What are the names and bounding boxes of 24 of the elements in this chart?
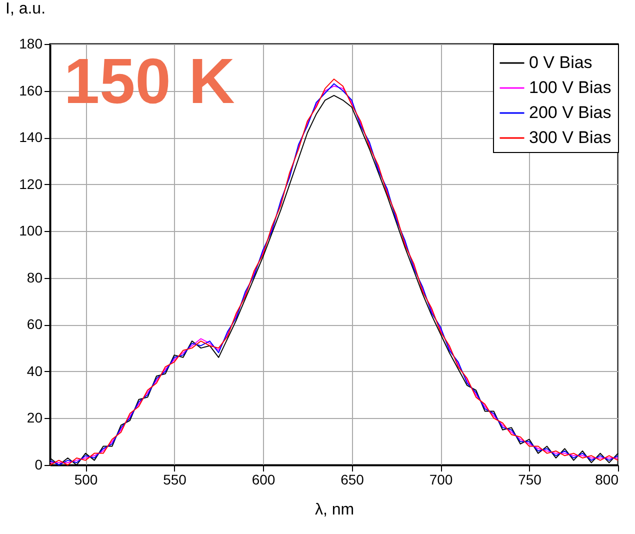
y-tick-label: 160 xyxy=(19,82,43,98)
y-tick-label: 100 xyxy=(19,222,43,239)
legend-label: 0 V Bias xyxy=(529,53,592,72)
y-axis-title: I, a.u. xyxy=(6,0,46,18)
y-tick-label: 60 xyxy=(26,316,43,332)
x-tick-label: 700 xyxy=(429,472,453,488)
y-tick-label: 120 xyxy=(19,176,43,192)
x-tick-label: 500 xyxy=(74,472,98,488)
x-tick-label: 600 xyxy=(252,472,276,488)
y-tick-label: 140 xyxy=(19,129,43,146)
y-tick-label: 40 xyxy=(26,362,43,379)
x-tick-label: 750 xyxy=(518,472,542,488)
y-tick-label: 80 xyxy=(26,269,43,286)
x-tick-label: 800 xyxy=(595,472,619,488)
annotation: 150 K xyxy=(64,45,235,117)
x-axis-title: λ, nm xyxy=(314,502,354,518)
y-tick-label: 0 xyxy=(34,456,43,472)
legend-label: 100 V Bias xyxy=(529,78,612,97)
y-tick-label: 20 xyxy=(26,410,43,426)
legend-label: 200 V Bias xyxy=(529,103,612,122)
x-tick-label: 650 xyxy=(340,472,364,488)
legend-label: 300 V Bias xyxy=(529,128,612,147)
y-tick-label: 180 xyxy=(19,36,43,52)
x-tick-label: 550 xyxy=(163,472,187,488)
